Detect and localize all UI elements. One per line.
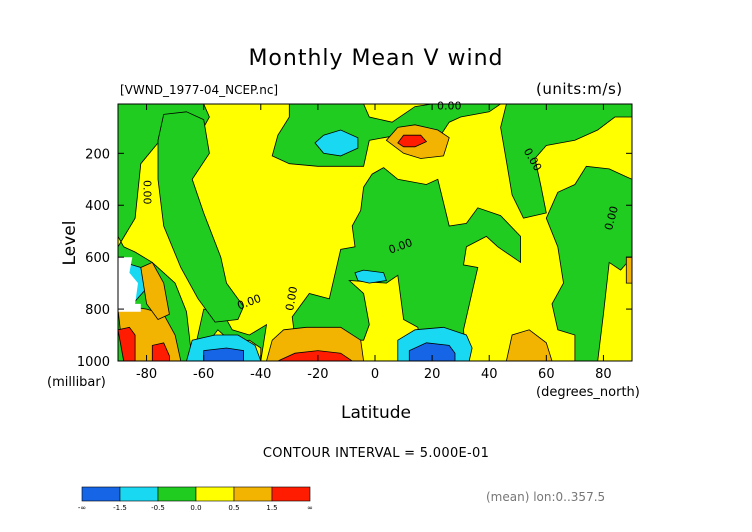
contour-label: 0.00 (437, 100, 462, 113)
contour-region (151, 342, 170, 361)
x-tick-label: 60 (538, 367, 555, 382)
contour-region (505, 329, 553, 361)
colorbar-tick-label: 0.5 (228, 504, 239, 512)
contour-label: 0.00 (141, 180, 154, 205)
colorbar-tick-label: 1.5 (266, 504, 277, 512)
colorbar-swatch (233, 486, 273, 502)
y-tick-label: 400 (85, 199, 110, 214)
contour-label: 0.00 (283, 285, 300, 311)
x-tick-label: 80 (595, 367, 612, 382)
colorbar-tick-label: -0.5 (151, 504, 165, 512)
units-label: (units:m/s) (536, 80, 623, 98)
x-axis-ticks: -80 -60 -40 -20 0 20 40 60 80 (136, 104, 612, 382)
contour-region (500, 104, 632, 219)
contour-interval-label: CONTOUR INTERVAL = 5.000E-01 (262, 446, 490, 461)
contour-region (545, 165, 632, 361)
contour-region (203, 347, 245, 361)
y-tick-label: 1000 (77, 355, 110, 370)
contour-region (354, 269, 387, 284)
colorbar-swatch (157, 486, 197, 502)
colorbar-swatch (119, 486, 159, 502)
contour-fills (118, 104, 632, 361)
contour-label: 0.00 (602, 205, 621, 232)
colorbar-tick-label: -1.5 (113, 504, 127, 512)
y-axis-ticks: 200 400 600 800 1000 (77, 147, 632, 370)
x-tick-label: 20 (424, 367, 441, 382)
file-label: [VWND_1977-04_NCEP.nc] (120, 83, 279, 97)
contour-region (266, 326, 365, 361)
colorbar-swatch (195, 486, 235, 502)
contour-region (397, 134, 428, 148)
x-tick-label: 40 (481, 367, 498, 382)
contour-region (408, 342, 456, 361)
colorbar: -∞ -1.5 -0.5 0.0 0.5 1.5 ∞ (78, 486, 313, 512)
contour-region (277, 350, 353, 361)
footnote-label: (mean) lon:0..357.5 (486, 490, 606, 504)
colorbar-swatch (81, 486, 121, 502)
chart-title: Monthly Mean V wind (248, 46, 504, 71)
y-tick-label: 600 (85, 251, 110, 266)
colorbar-swatch (271, 486, 311, 502)
contour-region (157, 111, 245, 323)
y-axis-unit: (millibar) (47, 375, 106, 390)
x-tick-label: -60 (193, 367, 214, 382)
y-tick-label: 800 (85, 303, 110, 318)
y-axis-title: Level (60, 220, 80, 266)
contour-region (118, 326, 136, 361)
x-tick-label: -40 (250, 367, 271, 382)
x-axis-unit: (degrees_north) (536, 385, 640, 400)
x-tick-label: -20 (307, 367, 328, 382)
colorbar-tick-label: -∞ (78, 504, 86, 512)
contour-region (314, 129, 359, 157)
colorbar-tick-label: 0.0 (190, 504, 201, 512)
missing-data-region (118, 257, 141, 312)
x-axis-title: Latitude (341, 403, 411, 423)
contour-region (625, 256, 632, 284)
colorbar-tick-label: ∞ (307, 504, 313, 512)
y-tick-label: 200 (85, 147, 110, 162)
x-tick-label: 0 (371, 367, 379, 382)
contour-region (140, 261, 170, 320)
x-tick-label: -80 (136, 367, 157, 382)
